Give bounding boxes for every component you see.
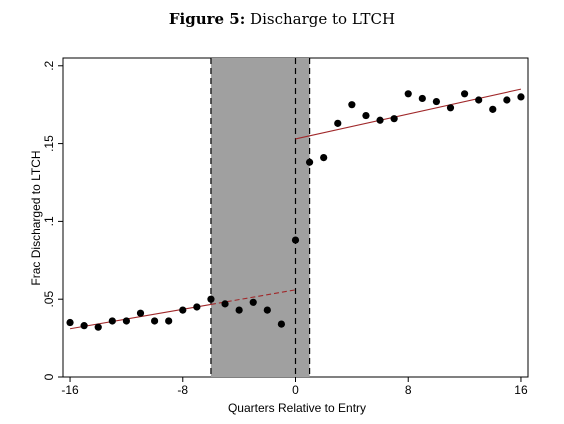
x-tick-label: 0: [292, 383, 299, 397]
x-tick-label: 8: [405, 383, 412, 397]
y-axis-label: Frac Discharged to LTCH: [29, 150, 43, 285]
points-layer: [66, 90, 525, 331]
data-point: [94, 323, 102, 331]
x-tick-label: -8: [177, 383, 188, 397]
data-point: [376, 116, 384, 124]
data-point: [475, 96, 483, 104]
data-point: [150, 317, 159, 325]
data-point: [80, 322, 88, 330]
data-point: [179, 306, 187, 314]
y-tick-label: .05: [42, 291, 56, 308]
data-point: [249, 298, 257, 306]
data-point: [235, 306, 243, 314]
data-point: [305, 158, 314, 166]
data-point: [348, 101, 356, 109]
data-point: [221, 300, 229, 308]
x-tick-label: 16: [514, 383, 528, 397]
data-point: [122, 317, 131, 325]
data-point: [193, 303, 201, 311]
data-point: [460, 90, 469, 98]
shaded-region: [210, 58, 310, 377]
y-tick-label: 0: [42, 373, 56, 380]
data-point: [136, 309, 145, 317]
figure-caption: Discharge to LTCH: [250, 10, 396, 28]
data-point: [404, 90, 412, 98]
data-point: [165, 317, 173, 325]
y-tick-label: .1: [42, 216, 56, 226]
figure-title: Figure 5: Discharge to LTCH: [0, 10, 564, 28]
data-point: [108, 317, 116, 325]
data-point: [320, 153, 328, 162]
data-point: [207, 295, 215, 303]
fit-line-post: [295, 88, 522, 140]
x-axis-label: Quarters Relative to Entry: [228, 401, 366, 415]
data-point: [277, 320, 286, 328]
y-tick-label: .2: [42, 60, 56, 70]
data-point: [362, 111, 370, 120]
figure-label: Figure 5:: [168, 10, 246, 28]
fit-line-pre-dashed: [210, 289, 296, 305]
dashed-lines-layer: [210, 58, 311, 377]
data-point: [503, 96, 511, 104]
data-point: [432, 97, 441, 106]
data-point: [390, 115, 398, 123]
x-tick-label: -16: [61, 383, 79, 397]
axes-layer: -16 -8 0 8 16 0 .05 .1 .15 .2: [42, 60, 528, 397]
data-point: [291, 236, 300, 244]
data-point: [263, 306, 271, 314]
shaded-region-layer: [210, 58, 310, 377]
data-point: [446, 104, 455, 112]
y-tick-label: .15: [42, 135, 56, 152]
data-point: [517, 93, 525, 101]
data-point: [334, 119, 342, 127]
data-point: [489, 105, 497, 113]
data-point: [66, 318, 74, 327]
data-point: [418, 94, 426, 103]
